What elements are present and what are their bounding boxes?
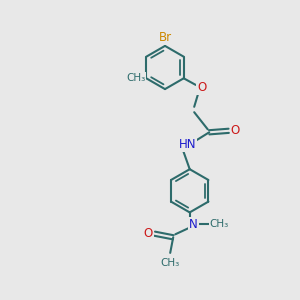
Text: N: N [189,218,198,231]
Text: O: O [197,81,206,94]
Text: O: O [143,227,153,240]
Text: Br: Br [158,31,172,44]
Text: CH₃: CH₃ [209,219,229,230]
Text: HN: HN [179,138,196,151]
Text: O: O [231,124,240,137]
Text: CH₃: CH₃ [160,257,179,268]
Text: CH₃: CH₃ [126,73,146,83]
